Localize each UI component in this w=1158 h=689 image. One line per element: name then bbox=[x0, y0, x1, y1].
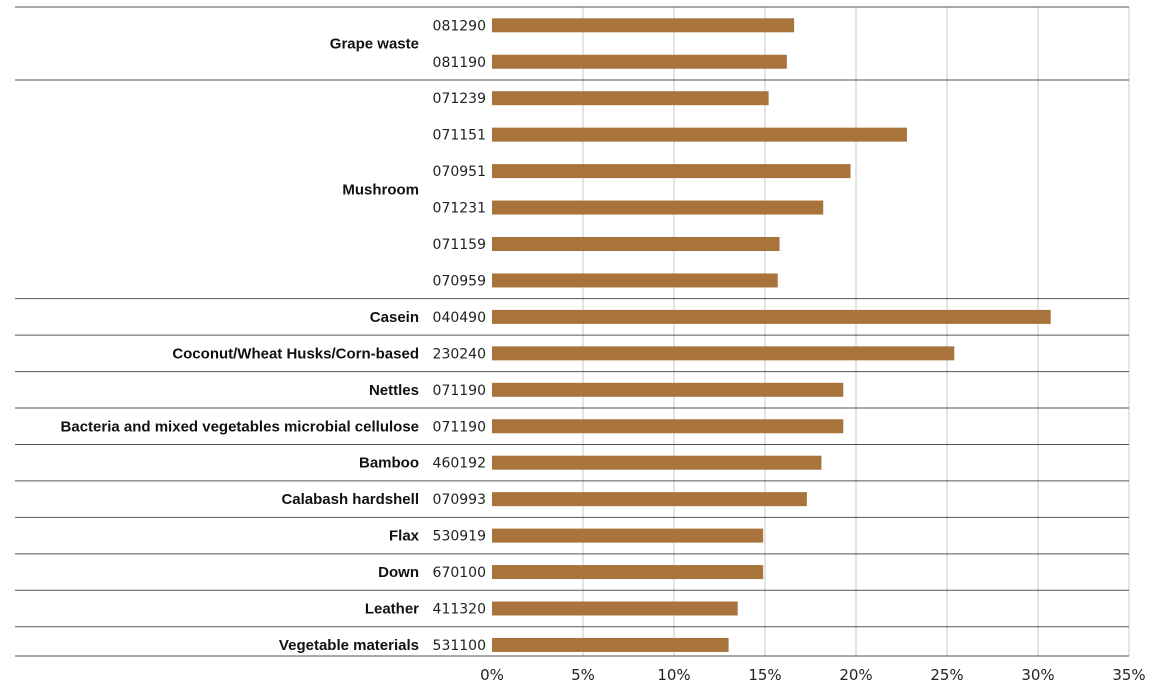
category-label: Vegetable materials bbox=[279, 637, 419, 654]
category-label: Bamboo bbox=[359, 455, 419, 472]
grid-lines bbox=[582, 7, 1130, 656]
bar bbox=[492, 346, 955, 361]
hs-code-label: 071239 bbox=[433, 91, 486, 107]
category-label: Calabash hardshell bbox=[281, 491, 419, 508]
hs-code-label: 081290 bbox=[433, 18, 486, 34]
hs-code-label: 230240 bbox=[433, 346, 486, 362]
category-label: Coconut/Wheat Husks/Corn-based bbox=[172, 345, 419, 362]
category-label: Bacteria and mixed vegetables microbial … bbox=[61, 418, 419, 435]
bar bbox=[492, 91, 769, 106]
bar bbox=[492, 127, 907, 142]
x-tick-label: 25% bbox=[930, 666, 963, 684]
bar bbox=[492, 419, 844, 434]
bar bbox=[492, 54, 787, 69]
x-tick-label: 0% bbox=[480, 666, 504, 684]
x-tick-label: 5% bbox=[571, 666, 595, 684]
hs-code-label: 071231 bbox=[433, 201, 486, 217]
bar bbox=[492, 164, 851, 179]
category-label: Down bbox=[378, 564, 419, 581]
bar bbox=[492, 492, 807, 507]
hs-code-label: 081190 bbox=[433, 55, 486, 71]
hs-code-label: 670100 bbox=[433, 565, 486, 581]
bar bbox=[492, 18, 795, 33]
bar bbox=[492, 565, 764, 580]
bar bbox=[492, 455, 822, 470]
bars bbox=[492, 18, 1051, 652]
bar bbox=[492, 309, 1051, 324]
bar bbox=[492, 237, 780, 251]
hs-code-label: 411320 bbox=[433, 602, 486, 618]
category-label: Mushroom bbox=[342, 181, 419, 198]
hs-code-label: 070951 bbox=[433, 164, 486, 180]
hs-code-label: 071159 bbox=[433, 237, 486, 253]
hs-code-label: 070993 bbox=[433, 492, 486, 508]
bar bbox=[492, 601, 738, 616]
hs-code-label: 071190 bbox=[433, 419, 486, 435]
hs-code-label: 071151 bbox=[433, 128, 486, 144]
category-label: Grape waste bbox=[330, 36, 419, 53]
hs-code-label: 040490 bbox=[433, 310, 486, 326]
group-separators bbox=[15, 6, 1129, 657]
x-axis-ticks: 0% 5% 10% 15% 20% 25% 30% 35% bbox=[480, 666, 1146, 684]
bar bbox=[492, 273, 778, 288]
category-labels: 081290 081190 Grape waste 071239 071151 07095… bbox=[61, 18, 486, 654]
category-label: Nettles bbox=[369, 382, 419, 399]
hs-code-label: 530919 bbox=[433, 529, 486, 545]
hs-code-label: 460192 bbox=[433, 456, 486, 472]
x-tick-label: 35% bbox=[1112, 666, 1145, 684]
x-tick-label: 20% bbox=[839, 666, 872, 684]
category-label: Flax bbox=[389, 528, 420, 545]
bar bbox=[492, 528, 764, 543]
hs-code-label: 071190 bbox=[433, 383, 486, 399]
category-label: Casein bbox=[370, 309, 419, 326]
x-tick-label: 15% bbox=[748, 666, 781, 684]
category-label: Leather bbox=[365, 601, 419, 618]
hs-code-label: 070959 bbox=[433, 273, 486, 289]
x-tick-label: 10% bbox=[657, 666, 690, 684]
x-tick-label: 30% bbox=[1021, 666, 1054, 684]
bar bbox=[492, 382, 844, 397]
bar bbox=[492, 200, 824, 215]
bar bbox=[492, 637, 729, 652]
hs-code-label: 531100 bbox=[433, 638, 486, 654]
